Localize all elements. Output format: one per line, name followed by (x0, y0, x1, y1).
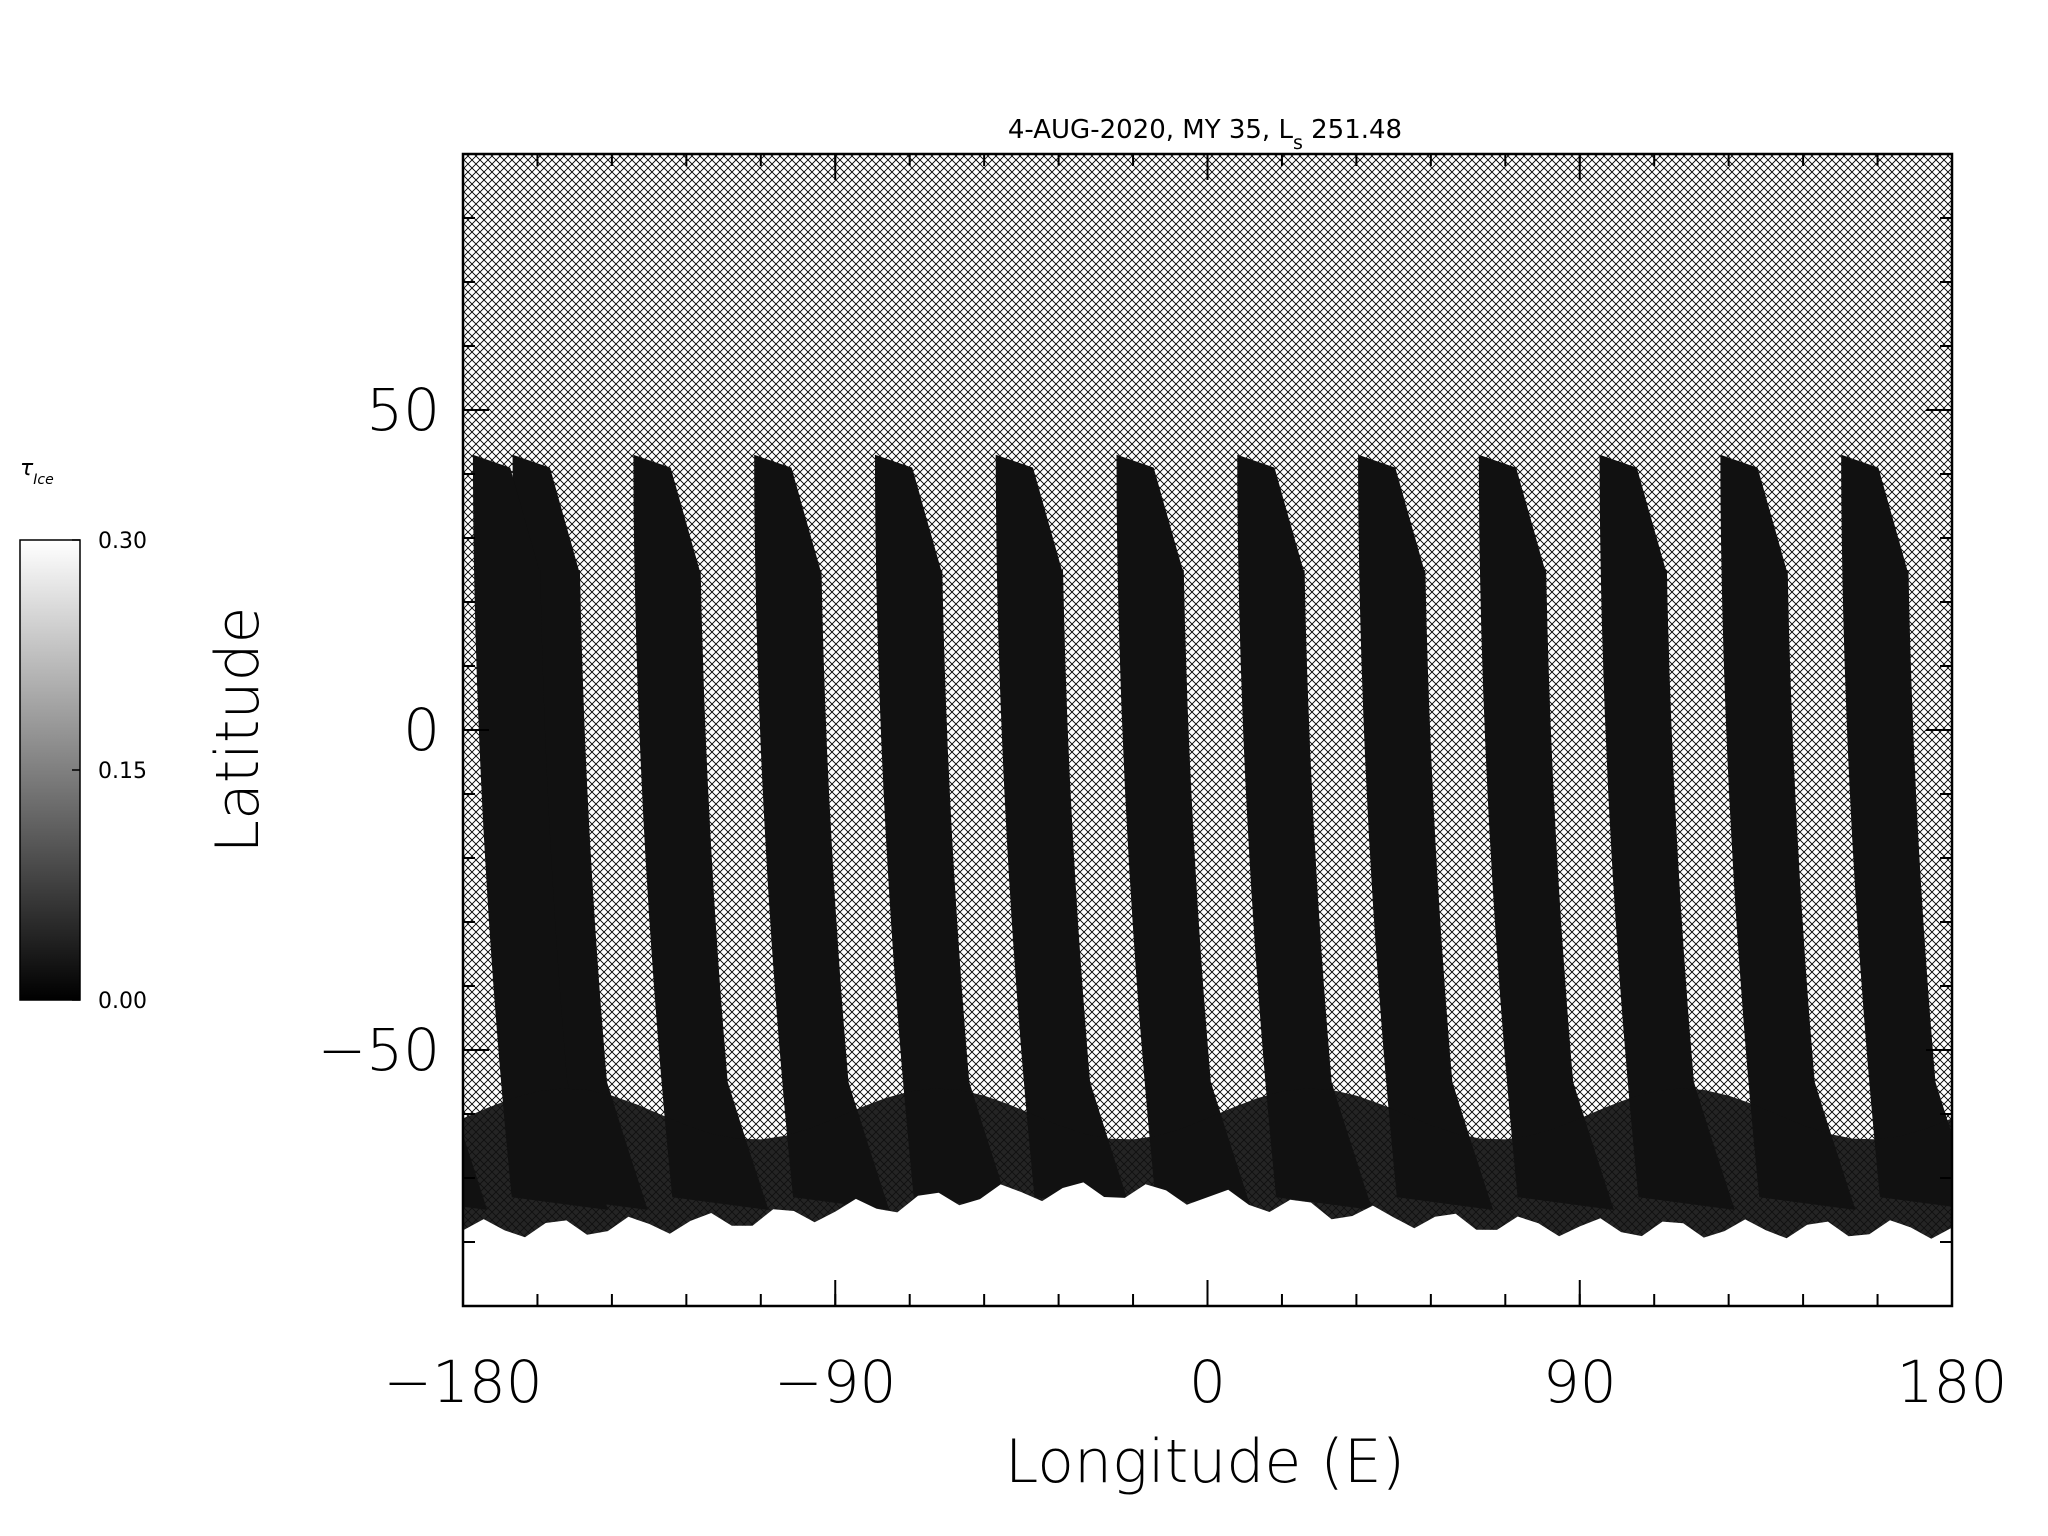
x-tick-label: −90 (774, 1348, 896, 1416)
colorbar-title-sub: Ice (33, 472, 53, 488)
x-tick-label: 0 (1189, 1348, 1226, 1416)
colorbar-tick-label: 0.30 (98, 529, 147, 554)
y-axis-label: Latitude (203, 607, 273, 854)
orbit-swath (875, 454, 1011, 1210)
x-tick-label: −180 (383, 1348, 542, 1416)
orbit-swath (1720, 454, 1856, 1210)
orbit-swath (754, 454, 890, 1210)
orbit-swath (995, 454, 1131, 1210)
orbit-swath (1962, 455, 2048, 1210)
chart-title: 4-AUG-2020, MY 35, Ls 251.48 (1008, 115, 1402, 154)
colorbar-gradient (19, 539, 81, 1001)
orbit-swath (0, 455, 4, 1210)
y-tick-label: 50 (366, 376, 440, 444)
orbit-swath (1478, 454, 1614, 1210)
chart-title-suffix: 251.48 (1303, 115, 1402, 145)
y-tick-label: 0 (403, 696, 440, 764)
tick-marks (462, 153, 1953, 1307)
tick-labels: −180 −90 0 90 180 −50 0 50 (318, 376, 2008, 1416)
orbit-swath (472, 454, 609, 1210)
colorbar-tick-label: 0.15 (98, 759, 147, 784)
orbit-swath (1358, 454, 1494, 1210)
orbit-swath (1116, 454, 1252, 1210)
colorbar-title: τIce (20, 456, 54, 488)
x-axis-label: Longitude (E) (1005, 1427, 1405, 1497)
colorbar-title-main: τ (20, 456, 34, 481)
x-tick-label: 180 (1897, 1348, 2008, 1416)
y-tick-label: −50 (318, 1016, 440, 1084)
chart-title-main: 4-AUG-2020, MY 35, L (1008, 115, 1294, 145)
orbit-swath (1237, 454, 1373, 1210)
x-tick-label: 90 (1543, 1348, 1617, 1416)
orbit-swath (633, 454, 769, 1210)
colorbar-ticks: 0.00 0.15 0.30 (72, 529, 147, 1014)
plot-layers (0, 454, 2048, 1306)
chart-title-sub: s (1293, 132, 1303, 154)
polar-ice-region (463, 1182, 1952, 1306)
orbit-swath (1841, 454, 1952, 1207)
colorbar-tick-label: 0.00 (98, 989, 147, 1014)
colorbar: τIce 0.00 0.15 0.30 (19, 456, 147, 1014)
orbit-swath (1599, 454, 1735, 1210)
southern-swath-overlap (463, 1088, 1952, 1242)
